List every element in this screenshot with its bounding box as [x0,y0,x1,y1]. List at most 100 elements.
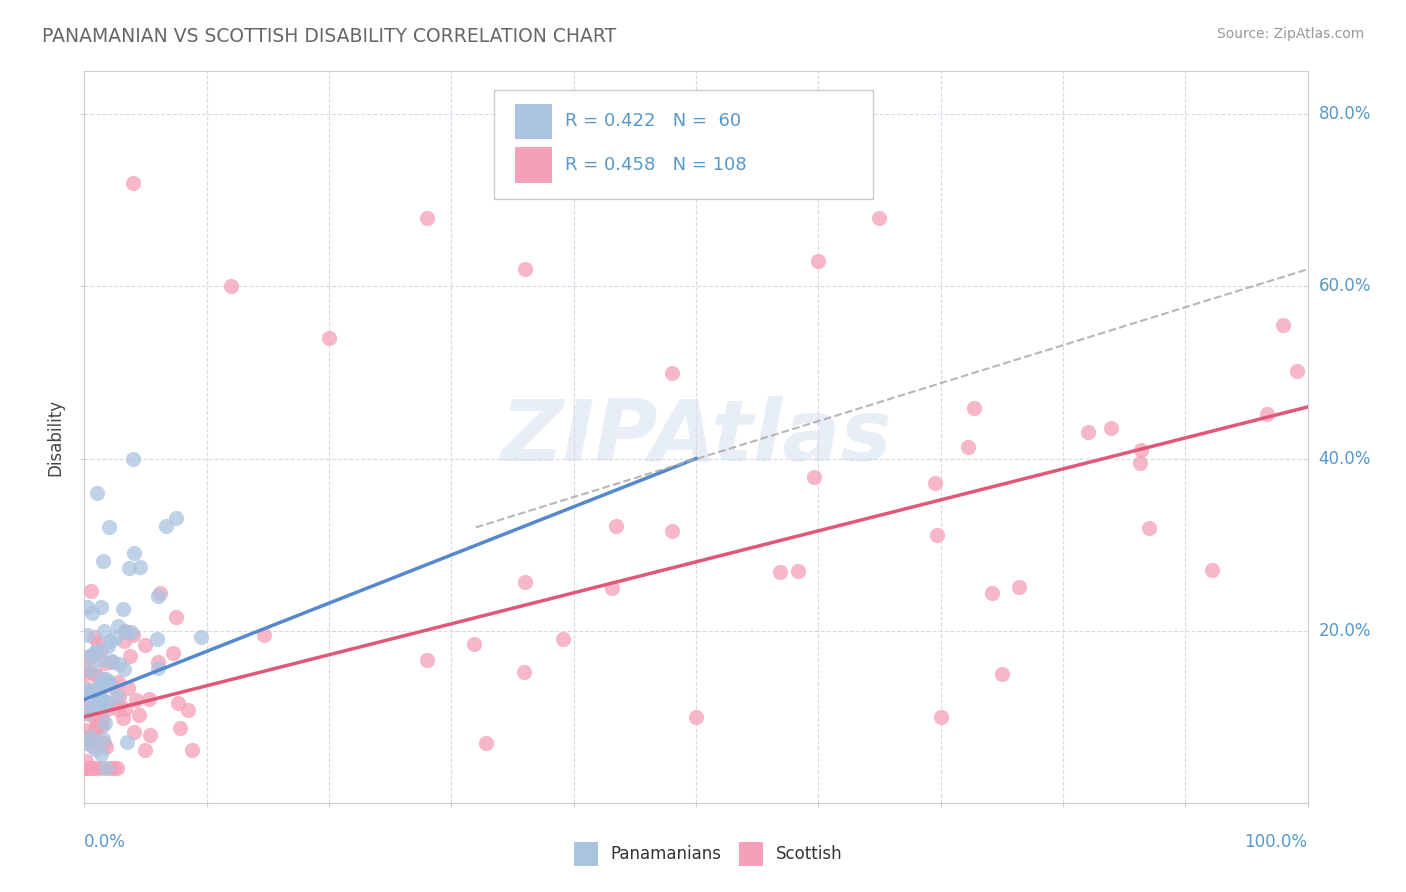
Point [93,699,115,714]
Point [76,600,98,615]
Point [869,211,891,225]
Point [79,730,101,744]
Point [1286,364,1309,378]
Point [86,669,108,683]
Point [1077,425,1099,440]
Point [513,262,536,277]
Point [1272,318,1295,333]
Bar [515,103,551,138]
Text: R = 0.422   N =  60: R = 0.422 N = 60 [565,112,741,130]
Point [1007,580,1029,594]
Point [94,673,117,687]
Point [82,761,104,775]
Point [84,644,107,658]
Point [134,743,156,757]
Point [90,691,112,706]
Point [177,702,200,716]
Point [513,665,536,679]
Point [551,632,574,647]
Point [91,719,114,733]
Point [112,662,135,676]
Point [114,624,136,639]
Text: 20.0%: 20.0% [1319,622,1371,640]
Bar [738,841,763,866]
Point [91,731,114,746]
Point [190,630,212,644]
Point [98,761,121,775]
Point [981,586,1004,600]
Bar [515,147,551,183]
Point [769,565,792,579]
Point [77,649,100,664]
Point [661,366,683,380]
Text: R = 0.458   N = 108: R = 0.458 N = 108 [565,156,747,174]
Point [162,646,184,660]
Point [76,761,98,775]
Point [219,279,242,293]
Point [90,761,112,775]
Point [83,646,105,660]
Point [146,590,169,604]
Point [1099,421,1122,435]
Point [963,401,986,415]
Text: 80.0%: 80.0% [1319,105,1371,123]
Point [80,583,103,598]
Point [180,742,202,756]
Point [83,630,105,644]
Point [90,644,112,658]
Point [86,486,108,500]
Point [475,736,498,750]
Point [108,657,131,671]
Point [415,653,437,667]
Point [1256,407,1278,421]
Point [111,711,134,725]
Point [86,681,108,695]
Bar [574,841,598,866]
Text: PANAMANIAN VS SCOTTISH DISABILITY CORRELATION CHART: PANAMANIAN VS SCOTTISH DISABILITY CORREL… [42,27,616,45]
Point [107,702,129,716]
Point [87,679,110,693]
Point [87,686,110,700]
Text: Panamanians: Panamanians [610,845,721,863]
Point [75,731,97,746]
Point [991,666,1014,681]
Point [82,606,104,620]
Point [87,695,110,709]
Point [80,663,103,677]
Point [93,624,115,638]
Point [84,721,107,735]
Point [112,602,135,616]
Point [80,699,103,714]
Text: Scottish: Scottish [776,845,842,863]
Text: ZIPAtlas: ZIPAtlas [501,395,891,479]
Point [80,649,103,664]
Point [103,761,125,775]
Point [1137,521,1160,535]
Point [513,575,536,590]
Point [100,656,122,670]
Point [803,470,825,484]
Point [169,721,191,735]
Point [124,693,146,707]
Point [97,639,120,653]
Text: 0.0%: 0.0% [84,833,127,851]
Point [600,582,623,596]
Point [76,684,98,698]
Point [96,695,118,709]
Point [75,754,97,768]
Point [107,674,129,689]
Point [94,656,117,670]
Point [114,634,136,648]
Point [75,700,97,714]
Point [155,519,177,533]
Point [107,619,129,633]
Text: 100.0%: 100.0% [1244,833,1308,851]
Point [98,633,121,648]
Point [661,524,683,539]
Point [84,761,107,775]
Point [96,676,118,690]
Point [75,761,97,775]
Point [82,739,104,754]
Point [94,716,117,731]
Point [76,650,98,665]
